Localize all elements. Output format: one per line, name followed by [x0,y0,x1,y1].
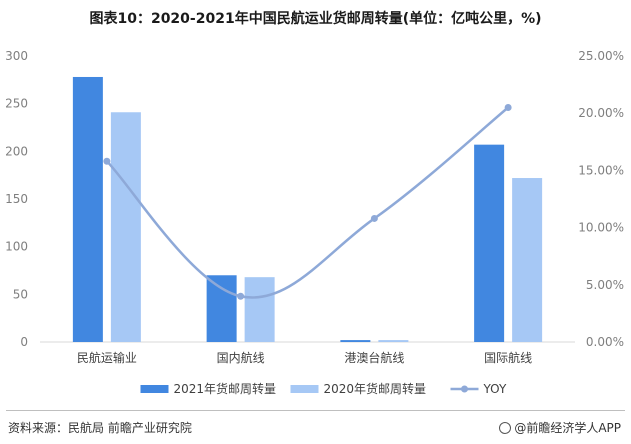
yoy-line [105,106,509,299]
legend-label: 2021年货邮周转量 [174,381,277,396]
y-right-tick-label: 20.00% [578,106,624,120]
y-right-tick-label: 25.00% [578,49,624,63]
y-right-tick-label: 15.00% [578,163,624,177]
y-left-tick-label: 100 [5,240,28,254]
bar [110,112,141,342]
y-left-tick-label: 50 [13,287,28,301]
y-right-tick-label: 10.00% [578,221,624,235]
x-category-label: 国内航线 [217,350,265,365]
bar [378,340,409,342]
footer-divider [6,410,625,411]
y-right-tick-label: 0.00% [586,335,624,349]
yoy-point [237,292,245,300]
bar [72,76,103,343]
bars [72,76,543,343]
x-axis-categories: 民航运输业 国内航线 港澳台航线 国际航线 [77,350,532,365]
y-left-tick-label: 150 [5,192,28,206]
brand-logo-icon [499,422,512,434]
x-category-label: 国际航线 [484,350,532,365]
y-axis-right: 0.00% 5.00% 10.00% 15.00% 20.00% 25.00% [578,49,624,349]
chart: 0 50 100 150 200 250 300 0.00% 5.00% 10.00% 15.00… [5,49,624,396]
bar [474,144,505,342]
legend-swatch [290,385,319,393]
x-category-label: 港澳台航线 [344,350,404,365]
yoy-point [370,214,378,222]
legend-label: 2020年货邮周转量 [324,381,427,396]
y-left-tick-label: 250 [5,97,28,111]
legend: 2021年货邮周转量 2020年货邮周转量 YOY [140,381,507,396]
y-axis-left: 0 50 100 150 200 250 300 [5,49,28,349]
bar [512,178,543,342]
y-left-tick-label: 0 [20,335,28,349]
y-left-tick-label: 300 [5,49,28,63]
legend-swatch [140,385,169,393]
legend-label: YOY [483,382,507,396]
legend-swatch-marker [461,385,468,393]
chart-title: 图表10：2020-2021年中国民航运业货邮周转量(单位：亿吨公里，%) [89,11,542,27]
brand-text: @前瞻经济学人APP [514,421,621,435]
footer: 资料来源：民航局 前瞻产业研究院 @前瞻经济学人APP [0,408,631,444]
x-category-label: 民航运输业 [77,350,137,365]
yoy-point [103,157,111,165]
bar [206,275,237,342]
y-right-tick-label: 5.00% [586,278,624,292]
bar [244,277,275,342]
yoy-point [504,103,512,111]
y-left-tick-label: 200 [5,144,28,158]
brand-label: @前瞻经济学人APP [499,419,621,436]
source-note: 资料来源：民航局 前瞻产业研究院 [8,421,192,435]
yoy-series [103,103,512,300]
bar [340,340,371,342]
